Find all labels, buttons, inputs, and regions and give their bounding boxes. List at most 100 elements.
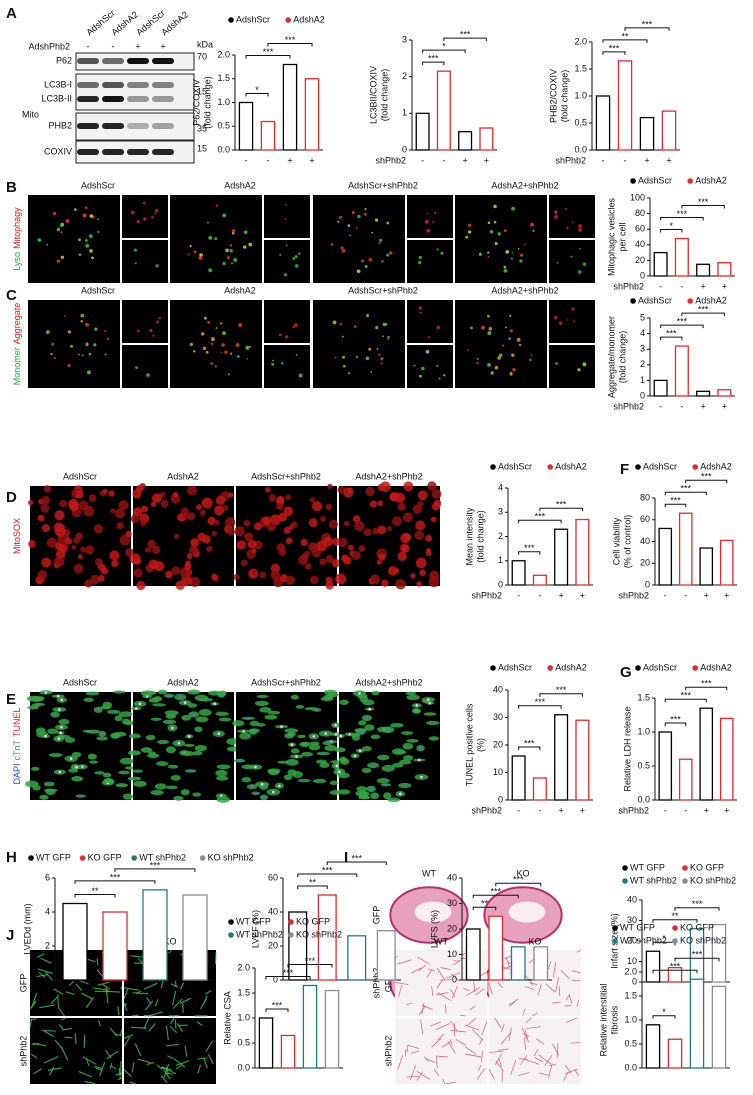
bar	[689, 978, 705, 1069]
nucleus	[278, 784, 281, 788]
significance-label: ***	[524, 738, 535, 748]
significance-label: *	[442, 42, 446, 52]
signal	[443, 374, 446, 377]
cell	[48, 753, 63, 758]
cell	[181, 751, 196, 757]
fiber	[161, 1066, 171, 1080]
signal	[558, 321, 563, 325]
cell	[198, 708, 212, 716]
signal	[208, 268, 213, 273]
fiber	[172, 998, 183, 1010]
fiber	[471, 1029, 484, 1041]
fiber	[463, 988, 470, 991]
signal	[41, 495, 51, 505]
signal	[325, 555, 334, 564]
fiber	[406, 1002, 413, 1006]
cell	[96, 736, 109, 741]
signal	[184, 563, 192, 571]
signal	[325, 576, 333, 584]
legend-marker	[288, 932, 294, 938]
fiber	[435, 1023, 450, 1031]
signal	[295, 354, 298, 356]
cell	[406, 694, 420, 701]
bar	[479, 127, 494, 151]
fiber	[168, 949, 173, 954]
significance-bracket	[287, 964, 333, 968]
fiber	[81, 992, 93, 1000]
legend-marker	[547, 665, 553, 671]
signal	[160, 499, 169, 508]
micrograph	[264, 345, 310, 388]
signal	[401, 544, 410, 553]
blot-band	[102, 123, 124, 129]
fiber	[488, 982, 493, 995]
signal	[347, 224, 351, 227]
signal	[215, 495, 226, 506]
y-tick-label: 0.0	[624, 1062, 637, 1072]
signal	[85, 243, 90, 248]
signal	[419, 374, 422, 378]
signal	[229, 249, 233, 253]
fiber	[477, 1064, 482, 1071]
cell	[290, 694, 299, 700]
signal	[397, 551, 407, 561]
signal	[284, 218, 287, 221]
bar	[658, 731, 673, 801]
signal	[171, 566, 181, 576]
nucleus	[134, 707, 138, 710]
x-tick-label: -	[664, 805, 667, 815]
cell	[405, 691, 417, 696]
y-tick-label: 40	[447, 872, 457, 882]
fiber	[556, 1043, 559, 1059]
y-axis-label: fibrosis	[609, 1005, 619, 1034]
fiber	[40, 957, 52, 964]
cell	[32, 785, 41, 791]
y-tick-label: 1.5	[574, 63, 587, 73]
signal	[285, 537, 293, 545]
y-tick-label: 0.5	[237, 1037, 250, 1047]
signal	[566, 319, 569, 321]
signal	[532, 229, 535, 233]
fiber	[109, 1027, 118, 1037]
micrograph	[313, 300, 405, 388]
micrograph	[264, 240, 310, 283]
blot-band	[77, 58, 99, 64]
column-label: WT	[434, 936, 448, 946]
row-label: GFP	[371, 906, 381, 925]
cell	[119, 757, 134, 765]
signal	[50, 352, 53, 356]
micrograph	[122, 345, 168, 388]
y-tick-label: 80	[635, 208, 645, 218]
legend-marker	[682, 865, 688, 871]
y-tick-label: 10	[447, 949, 457, 959]
cell	[45, 788, 56, 796]
cell	[312, 778, 327, 784]
signal	[493, 220, 497, 224]
y-tick-label: 0	[645, 579, 650, 589]
signal	[214, 505, 225, 516]
signal	[106, 337, 110, 341]
signal	[220, 322, 223, 325]
signal	[243, 519, 251, 527]
significance-label: ***	[556, 500, 567, 510]
micrograph	[233, 483, 341, 590]
fiber	[156, 1064, 163, 1070]
panel-letter: B	[6, 179, 17, 196]
signal	[245, 345, 250, 350]
signal	[283, 273, 288, 277]
signal	[412, 504, 423, 514]
signal	[88, 352, 92, 356]
bar	[711, 985, 727, 1069]
micrograph	[395, 1017, 488, 1085]
x-tick-label: +	[558, 590, 563, 600]
signal	[348, 372, 351, 375]
fiber	[406, 1075, 419, 1078]
cell	[304, 707, 319, 711]
bar	[639, 116, 655, 151]
cell	[106, 709, 121, 714]
signal	[424, 221, 427, 223]
signal	[418, 255, 422, 260]
image-bg	[133, 692, 234, 800]
significance-bracket	[518, 705, 562, 709]
x-tick-label: +	[644, 155, 649, 165]
